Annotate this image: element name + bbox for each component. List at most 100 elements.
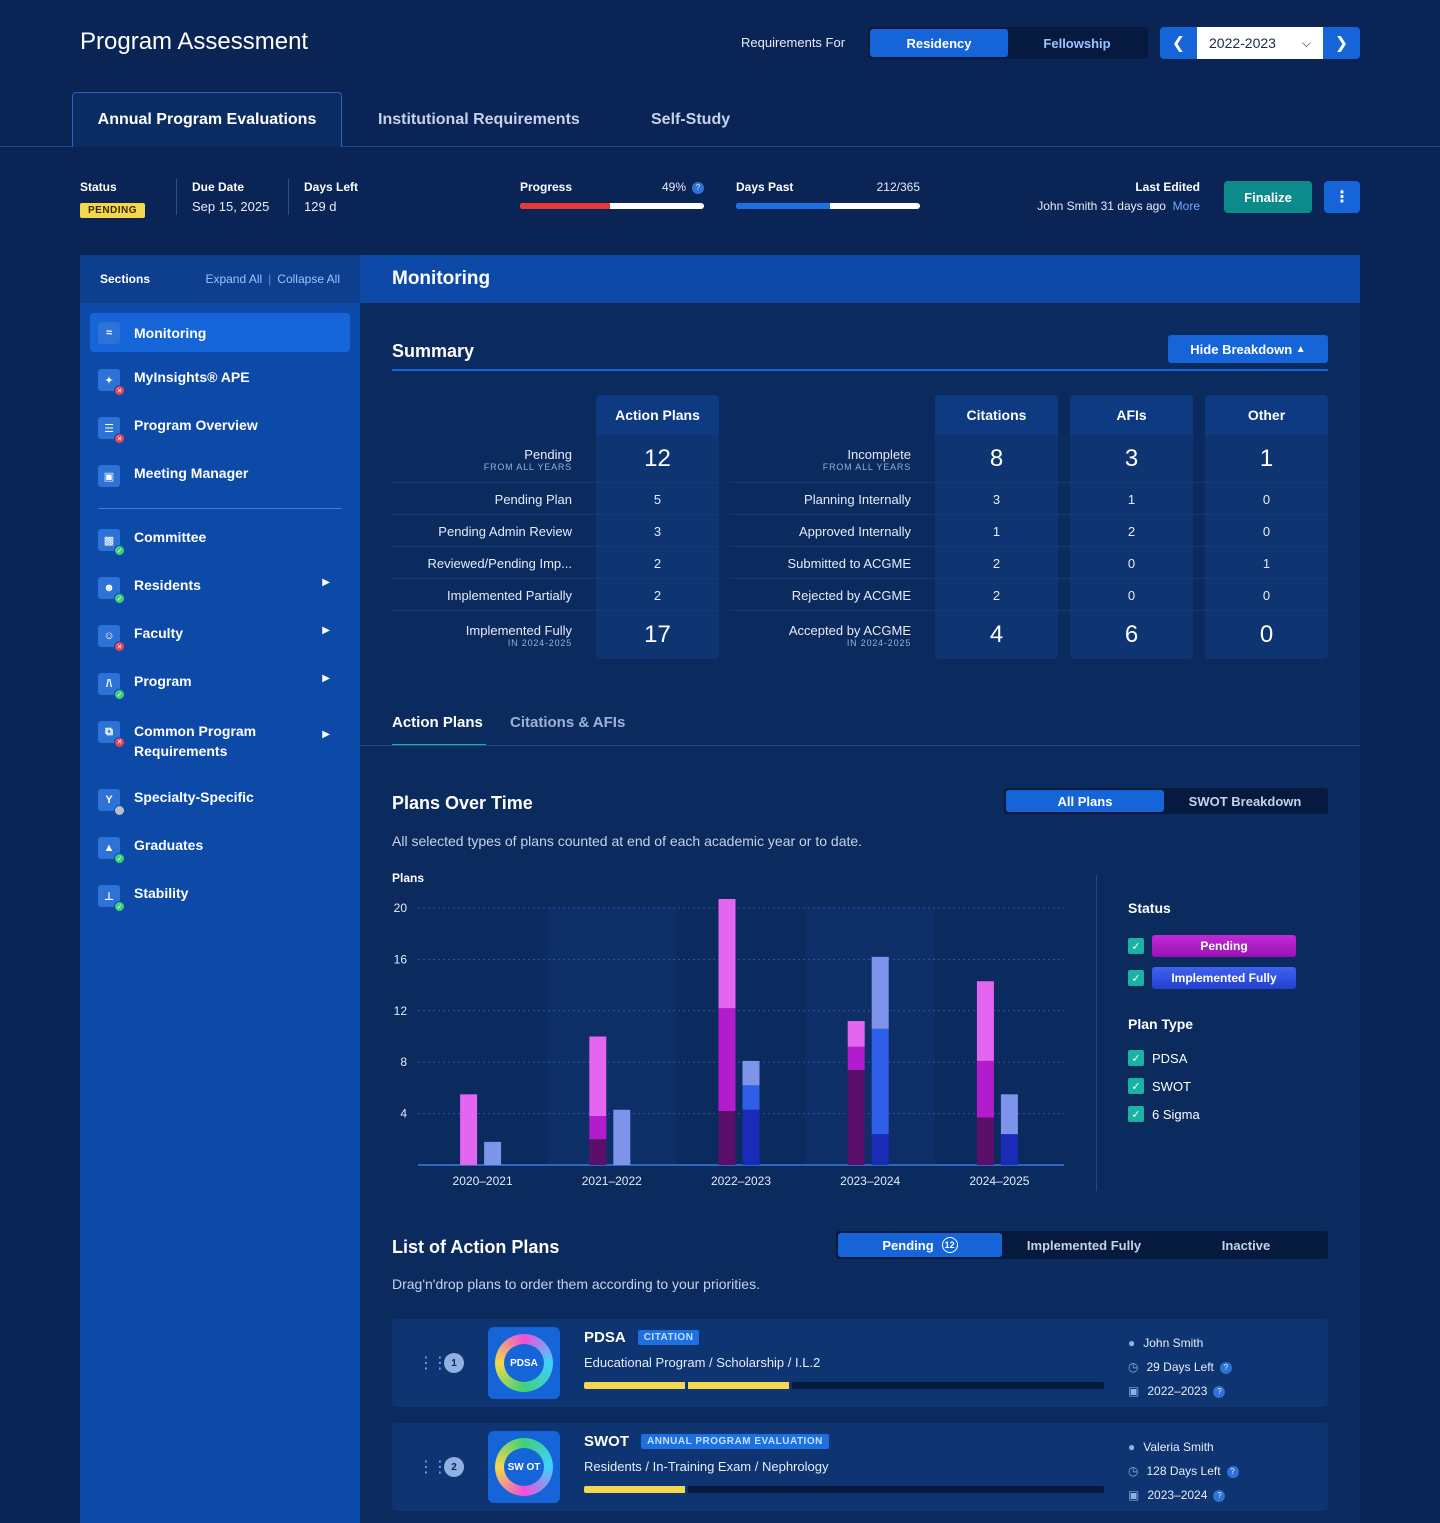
summary-row-label: Reviewed/Pending Imp... (427, 555, 572, 571)
sidebar-item-faculty[interactable]: ☺ ✕ Faculty ▶ (90, 625, 350, 652)
plan-path: Residents / In-Training Exam / Nephrolog… (584, 1459, 829, 1474)
summary-cell: 3 (1124, 445, 1139, 472)
checkbox-checked-icon[interactable]: ✓ (1128, 1078, 1144, 1094)
caret-right-icon: ▶ (322, 625, 330, 636)
help-icon[interactable]: ? (1226, 1465, 1239, 1478)
tab-institutional-requirements[interactable]: Institutional Requirements (378, 110, 580, 128)
summary-cell: 0 (1262, 491, 1271, 507)
summary-cell: 6 (1124, 621, 1139, 648)
help-icon[interactable]: ? (692, 181, 704, 194)
bar-segment (613, 1109, 631, 1165)
calendar-icon: ▣ (1128, 1488, 1140, 1502)
sidebar-item-committee[interactable]: ▩ ✓ Committee (90, 529, 350, 556)
sidebar-header: Sections Expand All | Collapse All (80, 255, 360, 303)
more-link[interactable]: More (1172, 199, 1200, 213)
last-edited-block: Last Edited John Smith 31 days ago More (1037, 180, 1200, 213)
tab-self-study[interactable]: Self-Study (651, 110, 731, 128)
sidebar-item-label: Committee (134, 529, 207, 545)
sidebar-item-residents[interactable]: ☻ ✓ Residents ▶ (90, 577, 350, 604)
sidebar-item-label: MyInsights® APE (134, 369, 250, 385)
plans-over-time-title: Plans Over Time (392, 793, 533, 813)
chart-band (805, 908, 935, 1165)
pdsa-label: PDSA (1152, 1050, 1188, 1066)
legend-pdsa[interactable]: ✓ PDSA (1128, 1050, 1187, 1066)
sidebar-item-myinsights[interactable]: ✦ ✕ MyInsights® APE (90, 369, 350, 396)
legend-pending[interactable]: ✓ Pending (1128, 935, 1296, 957)
progress-value: 49% (661, 180, 686, 194)
x-tick-label: 2020–2021 (453, 1174, 513, 1188)
collapse-all-link[interactable]: Collapse All (277, 272, 340, 286)
row-divider (392, 578, 719, 579)
check-icon: ✓ (114, 689, 125, 700)
sidebar-item-program[interactable]: /\ ✓ Program ▶ (90, 673, 350, 700)
bar-segment (742, 1085, 760, 1110)
chevron-right-icon: ❯ (1334, 35, 1349, 52)
plans-description: All selected types of plans counted at e… (392, 833, 863, 849)
checkbox-checked-icon[interactable]: ✓ (1128, 1106, 1144, 1122)
help-icon[interactable]: ? (1213, 1489, 1226, 1502)
next-year-button[interactable]: ❯ (1323, 27, 1360, 59)
legend-implemented[interactable]: ✓ Implemented Fully (1128, 967, 1296, 989)
drag-handle-icon[interactable]: ⋮⋮ (418, 1459, 448, 1476)
legend-6-sigma[interactable]: ✓ 6 Sigma (1128, 1106, 1200, 1122)
bar-segment (742, 1109, 760, 1165)
pending-filter[interactable]: Pending 12 (838, 1233, 1002, 1257)
sidebar-item-program-overview[interactable]: ☰ ✕ Program Overview (90, 417, 350, 444)
row-divider (730, 610, 1328, 611)
swot-breakdown-toggle[interactable]: SWOT Breakdown (1188, 793, 1302, 809)
residency-toggle[interactable]: Residency (870, 29, 1008, 57)
finalize-button[interactable]: Finalize (1224, 181, 1312, 213)
bar-segment (1000, 1134, 1018, 1165)
implemented-fully-filter[interactable]: Implemented Fully (1026, 1237, 1142, 1253)
summary-row-label: Pending Admin Review (438, 523, 572, 539)
person-icon: ☺ ✕ (98, 625, 125, 652)
bar-segment (742, 1060, 760, 1086)
year-select[interactable]: 2022-2023 ⌵ (1197, 27, 1323, 59)
six-sigma-label: 6 Sigma (1152, 1106, 1200, 1122)
action-plan-card[interactable]: ⋮⋮ 1 PDSA PDSA CITATION Educational Prog… (392, 1319, 1328, 1407)
help-icon[interactable]: ? (1219, 1361, 1232, 1374)
subtab-citations-afis[interactable]: Citations & AFIs (510, 714, 626, 731)
error-icon: ✕ (114, 385, 125, 396)
all-plans-toggle[interactable]: All Plans (1006, 790, 1164, 812)
more-options-button[interactable]: ⋮ (1324, 181, 1360, 213)
bar-segment (589, 1036, 607, 1117)
summary-row-label: Accepted by ACGME IN 2024-2025 (788, 622, 911, 648)
days-left-block: Days Left 129 d (304, 180, 358, 214)
plan-owner: John Smith (1143, 1336, 1204, 1350)
checkbox-checked-icon[interactable]: ✓ (1128, 938, 1144, 954)
summary-cell: 3 (992, 491, 1001, 507)
action-plan-card[interactable]: ⋮⋮ 2 SW OT SWOT ANNUAL PROGRAM EVALUATIO… (392, 1423, 1328, 1511)
inactive-filter[interactable]: Inactive (1221, 1237, 1271, 1253)
sidebar-item-meeting-manager[interactable]: ▣ Meeting Manager (90, 465, 350, 487)
summary-cell: 1 (1259, 445, 1274, 472)
user-icon: ● (1128, 1440, 1136, 1454)
sidebar-item-stability[interactable]: ⊥ ✓ Stability (90, 885, 350, 912)
fellowship-toggle[interactable]: Fellowship (1043, 35, 1111, 51)
bar-segment (589, 1116, 607, 1140)
subtabs-divider (360, 745, 1360, 746)
list-filter-toggle: Pending 12 Implemented Fully Inactive (836, 1231, 1328, 1259)
sidebar-item-specialty-specific[interactable]: Y Specialty-Specific (90, 789, 350, 816)
sidebar-item-common-program-requirements[interactable]: ⧉ ✕ Common Program Requirements ▶ (90, 721, 350, 761)
hide-breakdown-button[interactable]: Hide Breakdown ▲ (1168, 335, 1328, 363)
expand-all-link[interactable]: Expand All (205, 272, 263, 286)
drag-handle-icon[interactable]: ⋮⋮ (418, 1355, 448, 1372)
summary-cell: 0 (1262, 523, 1271, 539)
prev-year-button[interactable]: ❮ (1160, 27, 1197, 59)
days-past-block: Days Past 212/365 (736, 180, 920, 209)
bar-segment (718, 1111, 736, 1165)
tab-annual-program-evaluations[interactable]: Annual Program Evaluations (72, 92, 342, 147)
checkbox-checked-icon[interactable]: ✓ (1128, 970, 1144, 986)
subtab-action-plans[interactable]: Action Plans (392, 714, 483, 731)
sidebar-item-label: Specialty-Specific (134, 789, 254, 805)
sidebar-item-graduates[interactable]: ▲ ✓ Graduates (90, 837, 350, 864)
checkbox-checked-icon[interactable]: ✓ (1128, 1050, 1144, 1066)
summary-row-label: Approved Internally (798, 523, 911, 539)
legend-swot[interactable]: ✓ SWOT (1128, 1078, 1191, 1094)
help-icon[interactable]: ? (1213, 1385, 1226, 1398)
sidebar-item-monitoring[interactable]: ≈ Monitoring (90, 313, 350, 352)
x-tick-label: 2022–2023 (711, 1174, 771, 1188)
sidebar-item-label: Program (134, 673, 192, 689)
logo-text: PDSA (504, 1344, 544, 1382)
